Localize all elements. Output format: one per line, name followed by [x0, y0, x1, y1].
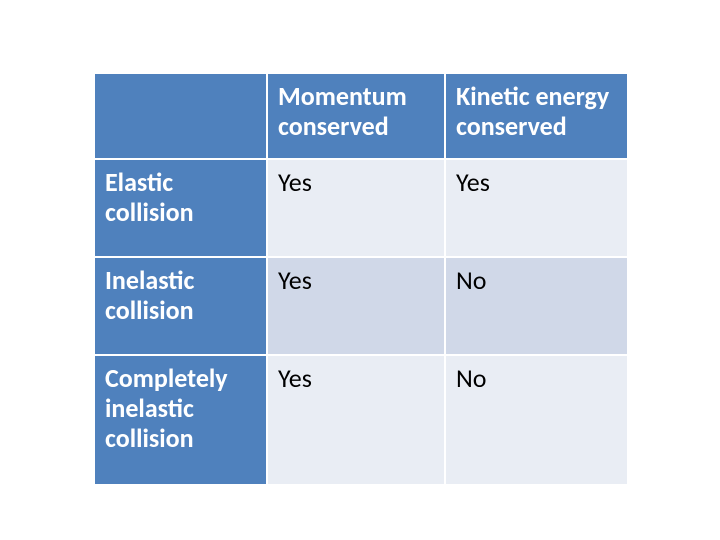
- cell-inelastic-momentum: Yes: [267, 257, 445, 355]
- table-row: Inelastic collision Yes No: [94, 257, 628, 355]
- collision-table: Momentum conserved Kinetic energy conser…: [93, 72, 629, 486]
- table-row: Elastic collision Yes Yes: [94, 159, 628, 257]
- cell-elastic-momentum: Yes: [267, 159, 445, 257]
- row-label-completely-inelastic: Completely inelastic collision: [94, 355, 267, 485]
- row-label-elastic: Elastic collision: [94, 159, 267, 257]
- header-momentum: Momentum conserved: [267, 73, 445, 159]
- table-row: Completely inelastic collision Yes No: [94, 355, 628, 485]
- cell-elastic-ke: Yes: [445, 159, 628, 257]
- row-label-inelastic: Inelastic collision: [94, 257, 267, 355]
- header-kinetic-energy: Kinetic energy conserved: [445, 73, 628, 159]
- table-header-row: Momentum conserved Kinetic energy conser…: [94, 73, 628, 159]
- header-blank: [94, 73, 267, 159]
- slide: Momentum conserved Kinetic energy conser…: [0, 0, 720, 540]
- cell-inelastic-ke: No: [445, 257, 628, 355]
- cell-completely-inelastic-momentum: Yes: [267, 355, 445, 485]
- cell-completely-inelastic-ke: No: [445, 355, 628, 485]
